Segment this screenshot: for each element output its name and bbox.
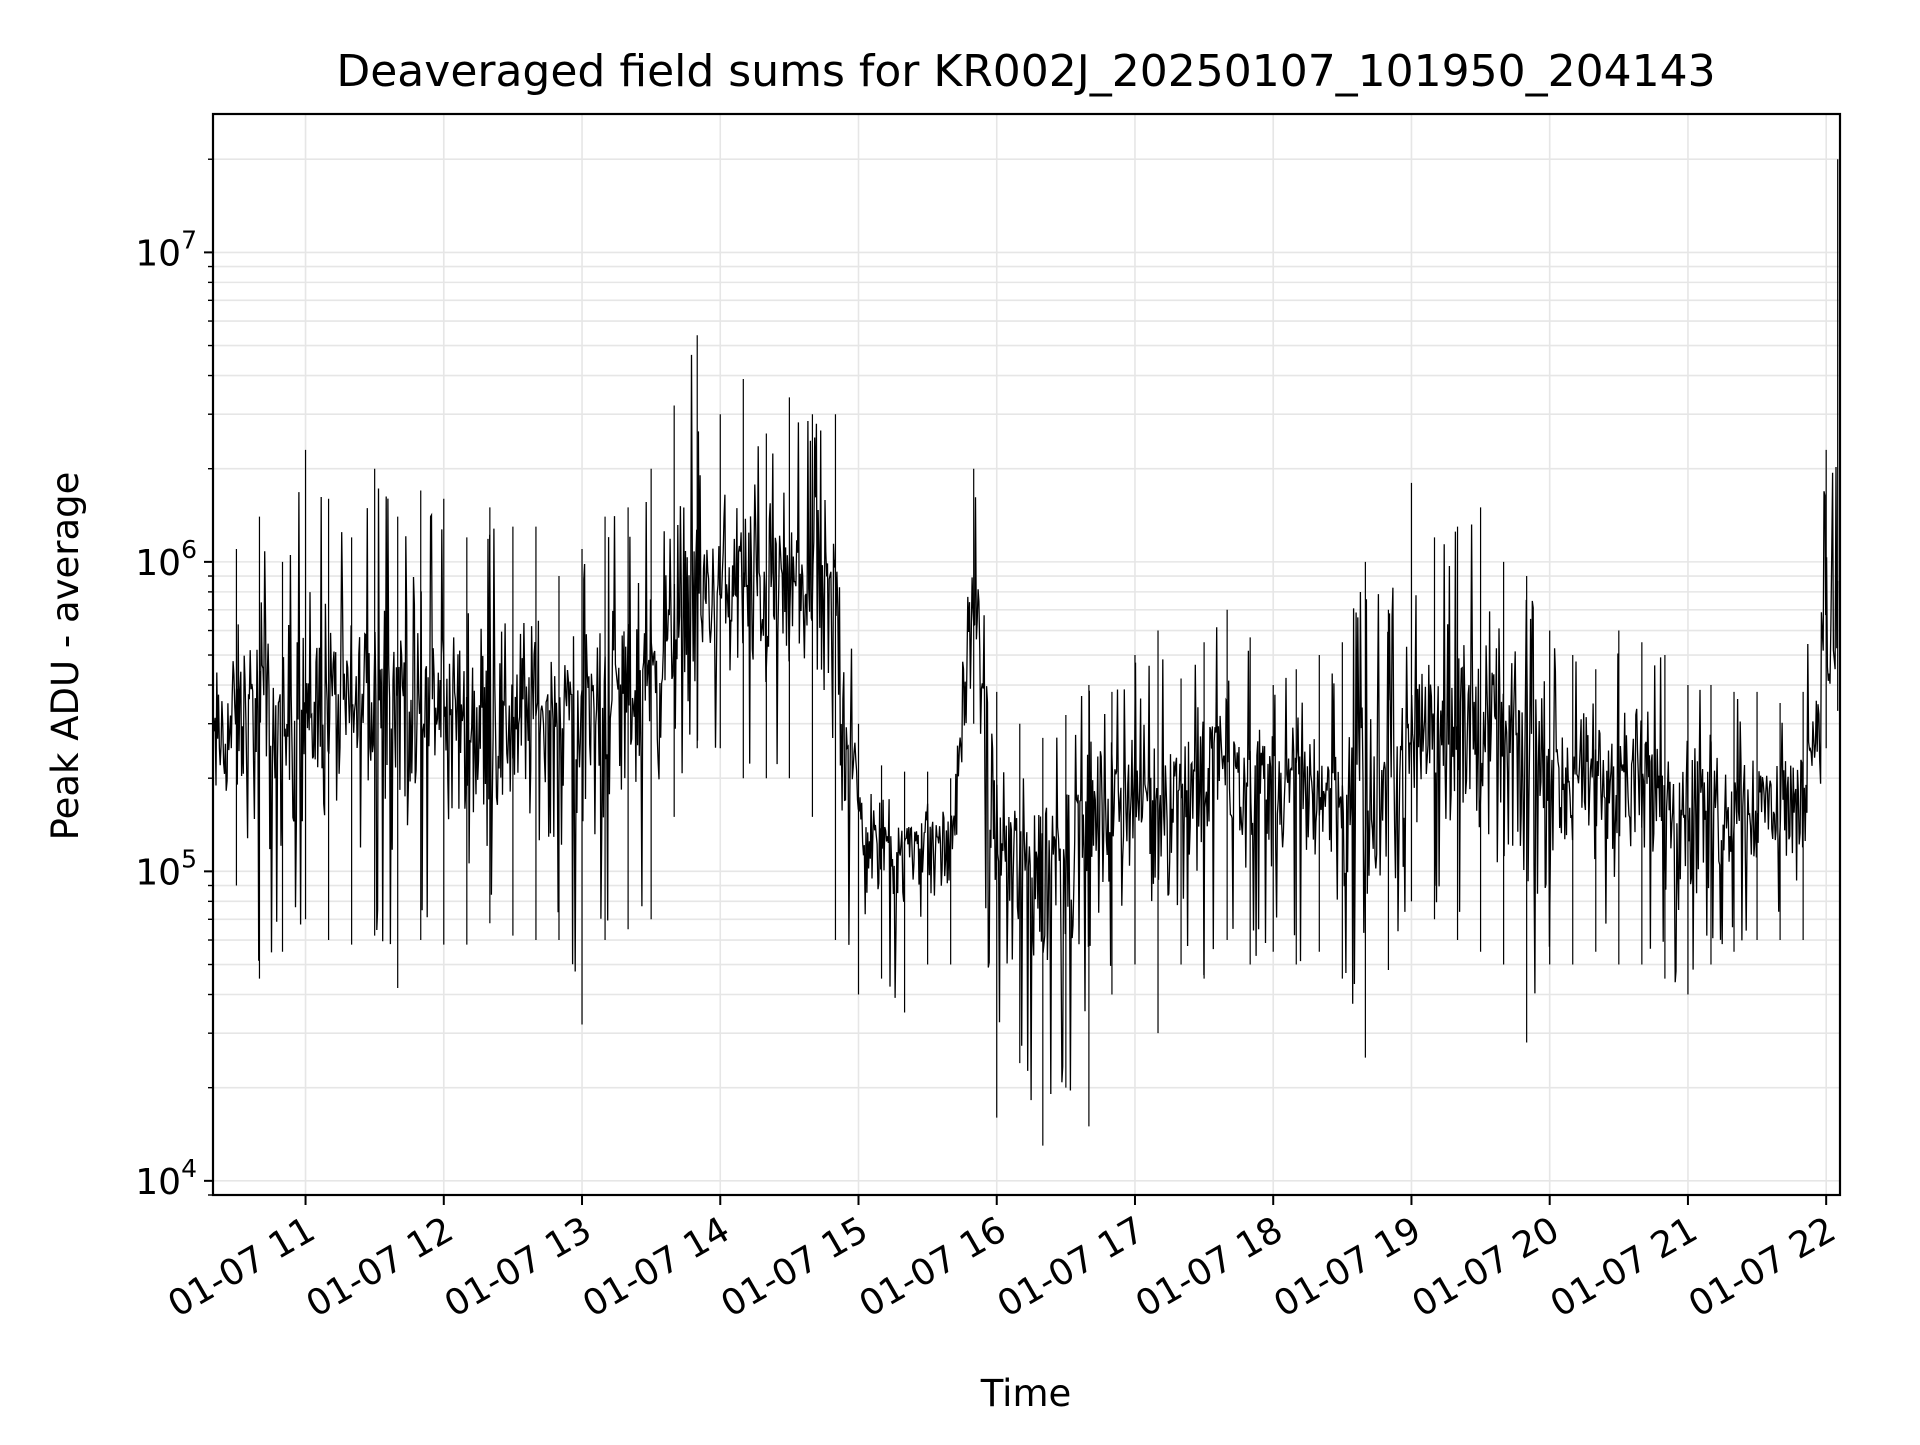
y-tick-label: 104	[135, 1154, 197, 1203]
series-line	[212, 354, 1839, 1101]
y-tick-exponent: 6	[181, 535, 197, 564]
y-tick-label: 105	[135, 844, 197, 893]
y-tick-label: 107	[135, 225, 197, 274]
y-tick-exponent: 7	[181, 225, 197, 254]
y-tick-base: 10	[135, 233, 181, 274]
y-axis-label: Peak ADU - average	[44, 472, 87, 841]
x-axis-label: Time	[980, 1372, 1072, 1415]
y-tick-base: 10	[135, 852, 181, 893]
y-tick-exponent: 4	[181, 1154, 197, 1183]
y-tick-base: 10	[135, 1162, 181, 1203]
chart-title: Deaveraged field sums for KR002J_2025010…	[336, 46, 1715, 97]
y-tick-exponent: 5	[181, 844, 197, 873]
y-tick-label: 106	[135, 535, 197, 584]
y-tick-base: 10	[135, 543, 181, 584]
